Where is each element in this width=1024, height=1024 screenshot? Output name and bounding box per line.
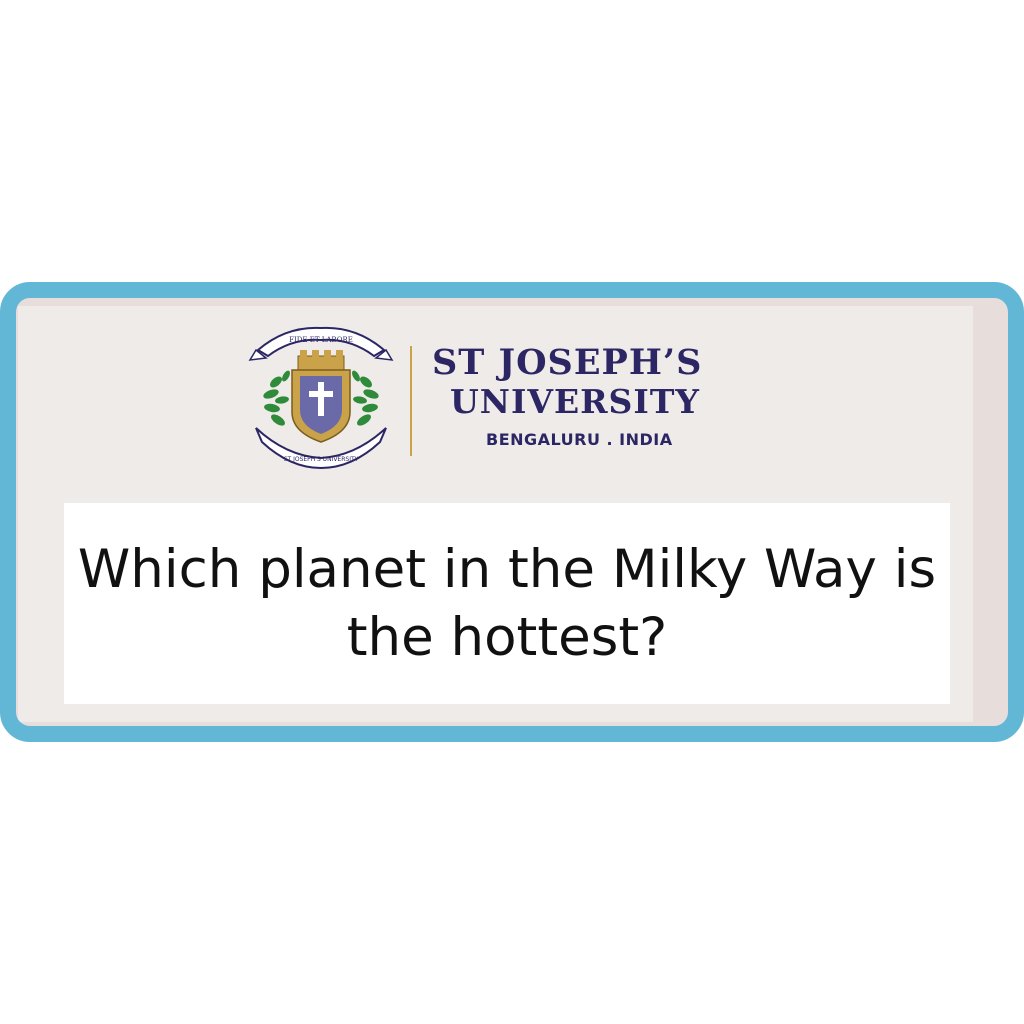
crest-motto: FIDE ET LABORE [289, 336, 353, 344]
card-panel: FIDE ET LABORE [18, 306, 973, 722]
university-name-line2: UNIVERSITY [450, 382, 700, 421]
university-logo: FIDE ET LABORE [246, 320, 766, 470]
card-frame: FIDE ET LABORE [0, 282, 1024, 742]
university-location: BENGALURU . INDIA [486, 430, 673, 449]
logo-divider [410, 346, 412, 456]
question-text: Which planet in the Milky Way is the hot… [77, 538, 937, 668]
university-crest-icon: FIDE ET LABORE [248, 326, 394, 470]
crest-banner: ST JOSEPH'S UNIVERSITY [284, 456, 359, 463]
question-box: Which planet in the Milky Way is the hot… [64, 503, 950, 704]
university-name-line1: ST JOSEPH’S [432, 342, 703, 383]
